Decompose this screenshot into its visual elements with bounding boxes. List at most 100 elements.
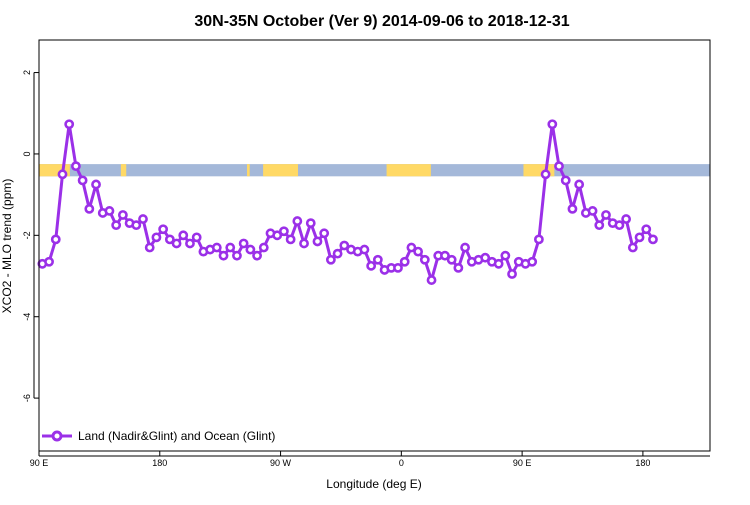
data-point <box>164 234 175 245</box>
data-point <box>440 250 450 261</box>
data-point <box>641 224 652 235</box>
data-point <box>151 232 162 243</box>
data-point <box>178 230 189 241</box>
data-point <box>131 220 142 231</box>
data-point <box>71 161 81 172</box>
legend-entry-label: Land (Nadir&Glint) and Ocean (Glint) <box>78 429 275 443</box>
data-point <box>111 220 122 231</box>
data-point <box>339 240 350 251</box>
data-point <box>272 230 283 241</box>
data-point <box>325 254 336 265</box>
land-segment <box>263 164 299 177</box>
data-point <box>245 244 256 255</box>
data-point <box>332 248 343 259</box>
x-axis-label: Longitude (deg E) <box>326 477 421 491</box>
ocean-band <box>39 164 710 177</box>
data-point <box>648 234 658 245</box>
data-point <box>232 250 242 261</box>
data-point <box>493 258 504 269</box>
data-point <box>614 220 625 231</box>
y-axis: 2 0 -2 -4 -6 <box>22 70 39 402</box>
data-point <box>574 179 585 190</box>
data-point <box>319 228 330 239</box>
data-point <box>144 242 155 253</box>
data-point <box>218 250 229 261</box>
data-point <box>104 206 115 216</box>
data-point <box>64 119 75 130</box>
data-point <box>238 238 249 249</box>
data-point <box>292 216 303 226</box>
data-point <box>91 179 101 190</box>
data-point <box>117 210 128 220</box>
data-point <box>225 242 236 253</box>
data-point <box>460 242 470 253</box>
data-point <box>594 220 605 231</box>
data-point <box>621 214 632 224</box>
data-point <box>426 275 437 285</box>
y-axis-label: XCO2 - MLO trend (ppm) <box>0 179 14 314</box>
land-segment <box>247 164 250 177</box>
data-point <box>252 250 262 261</box>
data-point <box>158 224 169 235</box>
data-point <box>258 242 269 253</box>
y-tick-label: 2 <box>22 70 32 75</box>
data-point <box>57 169 68 180</box>
data-point <box>84 203 95 214</box>
data-point <box>507 269 517 279</box>
data-point <box>587 206 598 216</box>
data-point <box>554 161 564 172</box>
data-point <box>446 254 457 265</box>
legend-marker-swatch <box>51 430 63 442</box>
surface-type-band <box>39 164 710 177</box>
data-point <box>299 238 309 249</box>
data-point <box>634 232 645 243</box>
data-point <box>547 119 558 130</box>
x-tick-label: 180 <box>152 458 167 468</box>
data-point <box>77 175 88 186</box>
data-point <box>366 260 377 271</box>
land-segment <box>386 164 431 177</box>
data-point <box>413 246 424 257</box>
legend: Land (Nadir&Glint) and Ocean (Glint) <box>42 429 275 443</box>
data-point <box>399 256 410 267</box>
x-tick-label: 90 E <box>30 458 49 468</box>
data-point <box>50 234 61 245</box>
data-point <box>500 250 511 261</box>
data-point <box>44 256 54 267</box>
data-point <box>279 226 289 237</box>
data-point <box>185 238 195 249</box>
data-point <box>601 210 611 220</box>
y-tick-label: -4 <box>22 313 32 321</box>
x-axis: 90 E 180 90 W 0 90 E 180 <box>30 451 710 468</box>
data-point <box>627 242 638 253</box>
x-tick-label: 90 E <box>513 458 532 468</box>
data-point <box>211 242 222 253</box>
data-point <box>359 244 370 255</box>
x-tick-label: 90 W <box>270 458 292 468</box>
data-point <box>533 234 544 245</box>
data-point <box>138 214 148 224</box>
data-point <box>372 254 383 265</box>
data-point <box>312 236 323 247</box>
plot-frame <box>38 39 711 452</box>
chart-title: 30N-35N October (Ver 9) 2014-09-06 to 20… <box>194 13 569 30</box>
data-point <box>480 252 491 263</box>
series-layer <box>37 119 658 285</box>
data-point <box>527 256 538 267</box>
y-tick-label: -2 <box>22 231 32 239</box>
data-point <box>560 175 571 186</box>
x-tick-label: 0 <box>399 458 404 468</box>
data-point <box>419 254 430 265</box>
data-point <box>406 242 417 253</box>
series-line <box>41 122 655 282</box>
y-tick-label: -6 <box>22 394 32 402</box>
data-point <box>171 238 182 249</box>
data-point <box>453 262 464 273</box>
data-point <box>305 218 316 229</box>
y-tick-label: 0 <box>22 151 32 156</box>
data-point <box>567 203 578 214</box>
data-point <box>191 232 202 243</box>
data-point <box>540 169 551 180</box>
